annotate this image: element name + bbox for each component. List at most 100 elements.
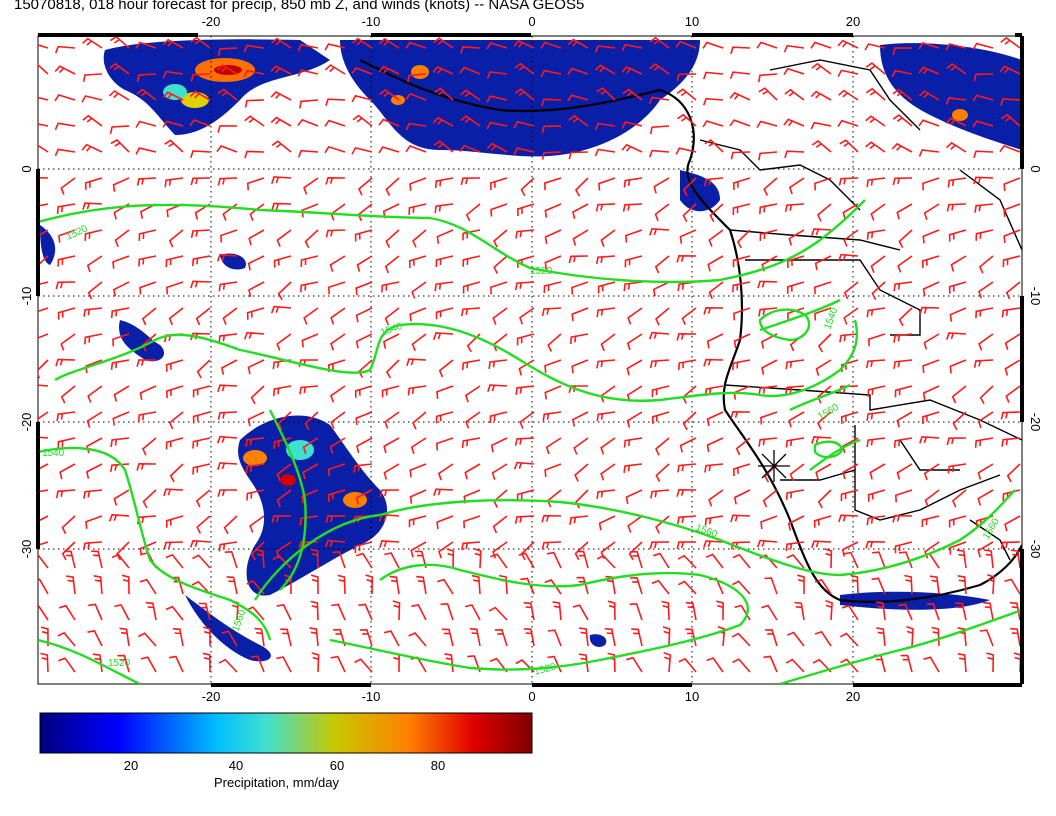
wind-barb <box>869 463 886 480</box>
wind-barb <box>324 43 346 51</box>
wind-barb <box>567 38 589 49</box>
wind-barb <box>784 150 805 159</box>
wind-barb <box>408 515 427 528</box>
wind-barb <box>489 281 508 295</box>
contour-label: 1520 <box>530 266 553 277</box>
precip-core-5 <box>243 450 267 466</box>
wind-barb <box>594 148 616 157</box>
wind-barb <box>732 463 751 477</box>
wind-barb <box>1000 541 1021 550</box>
wind-barb <box>786 307 805 321</box>
wind-barb <box>544 203 562 218</box>
wind-barb <box>114 603 130 621</box>
wind-barb <box>139 385 157 401</box>
wind-barb <box>92 653 103 673</box>
wind-barb <box>650 489 670 499</box>
wind-barb <box>842 437 859 454</box>
wind-barb <box>655 463 670 483</box>
wind-barb <box>460 177 481 186</box>
wind-barb <box>270 91 292 101</box>
wind-barb <box>434 281 454 292</box>
wind-barb <box>113 489 130 506</box>
wind-barb <box>38 255 49 275</box>
wind-barb <box>108 90 130 101</box>
wind-barb <box>58 657 76 673</box>
wind-barb <box>572 604 589 621</box>
wind-barb <box>627 307 643 325</box>
wind-barb <box>761 604 778 621</box>
wind-barb <box>86 255 103 273</box>
wind-barb <box>136 359 157 367</box>
wind-barb <box>519 411 535 429</box>
wind-barb <box>600 463 616 481</box>
wind-barb <box>945 141 967 153</box>
precip-teal-2 <box>163 84 187 100</box>
wind-barb <box>866 515 886 526</box>
wind-barb <box>814 307 832 321</box>
wind-barb <box>866 177 886 188</box>
wind-barb <box>337 574 346 595</box>
wind-barb <box>195 489 211 508</box>
wind-barb <box>190 229 211 239</box>
wind-barb <box>1001 307 1021 318</box>
wind-barb <box>145 601 157 621</box>
wind-barb <box>946 203 967 212</box>
wind-barb <box>785 489 805 500</box>
wind-barb <box>685 601 697 621</box>
wind-barb <box>60 177 76 195</box>
wind-barb <box>623 437 643 448</box>
wind-barb <box>814 177 832 191</box>
wind-barb <box>136 88 157 101</box>
wind-barb <box>628 541 643 561</box>
wind-barb <box>192 385 211 398</box>
wind-barb <box>946 437 967 446</box>
wind-barb <box>843 229 859 247</box>
wind-barb <box>405 122 427 131</box>
wind-barb <box>163 488 184 497</box>
wind-barb <box>378 65 400 75</box>
wind-barb <box>83 489 103 499</box>
wind-barb <box>224 550 238 569</box>
wind-barb <box>492 541 508 559</box>
wind-barb <box>649 36 670 49</box>
wind-barb <box>38 63 49 75</box>
wind-barb <box>112 281 130 297</box>
wind-barb <box>162 91 184 101</box>
wind-barb <box>459 144 481 153</box>
wind-barb <box>974 437 994 448</box>
wind-barb <box>58 229 76 243</box>
wind-barb <box>866 437 886 448</box>
wind-barb <box>412 411 427 430</box>
wind-barb <box>786 631 805 647</box>
wind-barb <box>732 281 751 293</box>
wind-barb <box>977 541 994 558</box>
wind-barb <box>196 515 211 534</box>
wind-barb <box>838 177 859 186</box>
wind-barb <box>433 488 454 497</box>
wind-barb <box>435 411 454 424</box>
wind-barb <box>648 331 670 340</box>
wind-barb <box>513 120 535 129</box>
wind-barb <box>273 255 292 268</box>
precip-core-8 <box>952 109 968 121</box>
wind-barb <box>435 307 454 320</box>
wind-barb <box>654 255 670 274</box>
wind-barb <box>892 514 913 523</box>
wind-barb <box>625 656 643 673</box>
wind-barb <box>973 73 994 82</box>
wind-barb <box>135 120 157 128</box>
wind-barb <box>654 203 670 222</box>
wind-barb <box>732 203 751 216</box>
wind-barb <box>871 281 886 300</box>
wind-barb <box>842 203 859 220</box>
wind-barb <box>299 385 319 395</box>
wind-barb <box>716 600 724 621</box>
wind-barb <box>356 437 373 454</box>
wind-barb <box>384 552 400 569</box>
colorbar-tick-label: 40 <box>228 758 244 773</box>
wind-barb <box>924 489 940 508</box>
wind-barb <box>310 574 319 595</box>
wind-barb <box>217 411 238 420</box>
wind-barb <box>900 654 913 673</box>
wind-barb <box>392 600 401 621</box>
